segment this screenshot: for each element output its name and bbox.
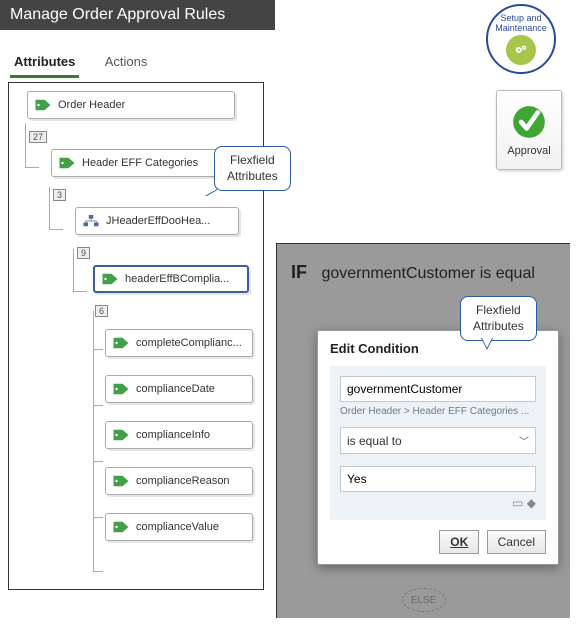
node-label: Order Header [58,99,125,111]
node-label: complianceInfo [136,429,210,441]
tree-node-header-eff-categories[interactable]: Header EFF Categories 3 [39,149,235,207]
tree-node-header-eff-compliance[interactable]: headerEffBComplia... 6 [81,265,249,323]
node-label: headerEffBComplia... [125,273,229,285]
dialog-buttons: OK Cancel [330,530,546,554]
tag-icon [112,474,130,488]
dialog-title: Edit Condition [330,341,546,356]
page-title-bar: Manage Order Approval Rules [0,0,275,30]
node-count: 27 [29,131,47,143]
setup-maintenance-badge[interactable]: Setup and Maintenance [486,4,556,74]
tab-actions[interactable]: Actions [101,48,152,75]
edit-condition-dialog: Edit Condition Order Header > Header EFF… [317,330,559,565]
callout-flexfield-attributes-edit: Flexfield Attributes [460,296,537,341]
approval-badge[interactable]: Approval [496,90,562,170]
callout-flexfield-attributes-tree: Flexfield Attributes [214,146,291,191]
tree-connector [93,405,103,406]
tag-icon [112,382,130,396]
tab-attributes[interactable]: Attributes [10,48,79,78]
tree-leaf[interactable]: completeComplianc... [93,329,253,357]
chevron-down-icon: ﹀ [519,433,529,448]
attribute-input[interactable] [340,376,536,402]
operator-value: is equal to [347,434,402,448]
tag-icon [101,272,119,286]
tree-leaf[interactable]: complianceReason [93,467,253,495]
tag-icon [112,428,130,442]
tag-icon [58,156,76,170]
tree-connector [49,229,63,230]
else-label: ELSE [411,595,437,606]
cancel-button[interactable]: Cancel [487,530,546,554]
condition-fields: Order Header > Header EFF Categories ...… [330,366,546,520]
tree-leaf[interactable]: complianceValue [93,513,253,541]
tree-node-order-header[interactable]: Order Header 27 [15,91,235,149]
gear-icon [506,35,536,65]
if-expression: IF governmentCustomer is equal [277,244,570,293]
value-input[interactable] [340,466,536,492]
node-label: JHeaderEffDooHea... [106,215,210,227]
node-count: 9 [77,247,90,259]
if-keyword: IF [291,262,307,282]
node-label: Header EFF Categories [82,157,198,169]
tree-leaf[interactable]: complianceInfo [93,421,253,449]
callout-text: Flexfield Attributes [227,153,278,183]
setup-label-line2: Maintenance [495,23,547,33]
else-node[interactable]: ELSE [402,588,446,612]
tag-icon [112,520,130,534]
page-title: Manage Order Approval Rules [10,6,225,23]
node-label: complianceReason [136,475,230,487]
tree-connector [25,167,39,168]
tag-icon [112,336,130,350]
checkmark-icon [510,103,548,141]
if-text: governmentCustomer is equal [321,265,534,282]
callout-text: Flexfield Attributes [473,303,524,333]
tree-node-jheader-eff[interactable]: JHeaderEffDooHea... 9 [63,207,239,265]
node-label: completeComplianc... [136,337,242,349]
approval-label: Approval [507,145,550,157]
tree-connector [93,571,103,572]
node-label: complianceValue [136,521,219,533]
node-count: 6 [95,305,108,317]
tree-connector [93,461,103,462]
operator-select[interactable]: is equal to ﹀ [340,427,536,454]
node-label: complianceDate [136,383,215,395]
tree-leaf[interactable]: complianceDate [93,375,253,403]
input-helper-icons[interactable]: ▭ ◆ [340,496,536,510]
hierarchy-icon [82,214,100,228]
node-count: 3 [53,189,66,201]
attribute-breadcrumb: Order Header > Header EFF Categories ... [340,406,536,417]
tag-icon [34,98,52,112]
setup-label-line1: Setup and [500,13,541,23]
ok-button[interactable]: OK [439,530,479,554]
